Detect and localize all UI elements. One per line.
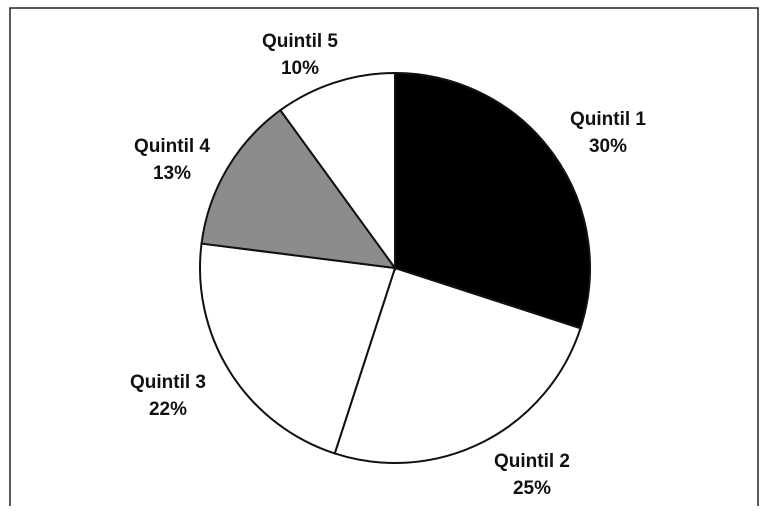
slice-label: Quintil 1 bbox=[570, 109, 646, 130]
pie-slice bbox=[394, 71, 591, 330]
slice-label: Quintil 3 bbox=[130, 372, 206, 393]
pie-slice bbox=[278, 71, 396, 272]
slice-label: Quintil 4 bbox=[134, 136, 210, 157]
slice-value-label: 22% bbox=[149, 399, 187, 420]
pie-slice bbox=[333, 266, 582, 464]
slice-value-label: 25% bbox=[513, 478, 551, 499]
pie-slice bbox=[199, 242, 397, 455]
slice-label: Quintil 5 bbox=[262, 31, 338, 52]
slice-label: Quintil 2 bbox=[494, 451, 570, 472]
slice-value-label: 10% bbox=[281, 58, 319, 79]
slice-value-label: 13% bbox=[153, 163, 191, 184]
pie-slice bbox=[200, 108, 398, 270]
slice-value-label: 30% bbox=[589, 136, 627, 157]
